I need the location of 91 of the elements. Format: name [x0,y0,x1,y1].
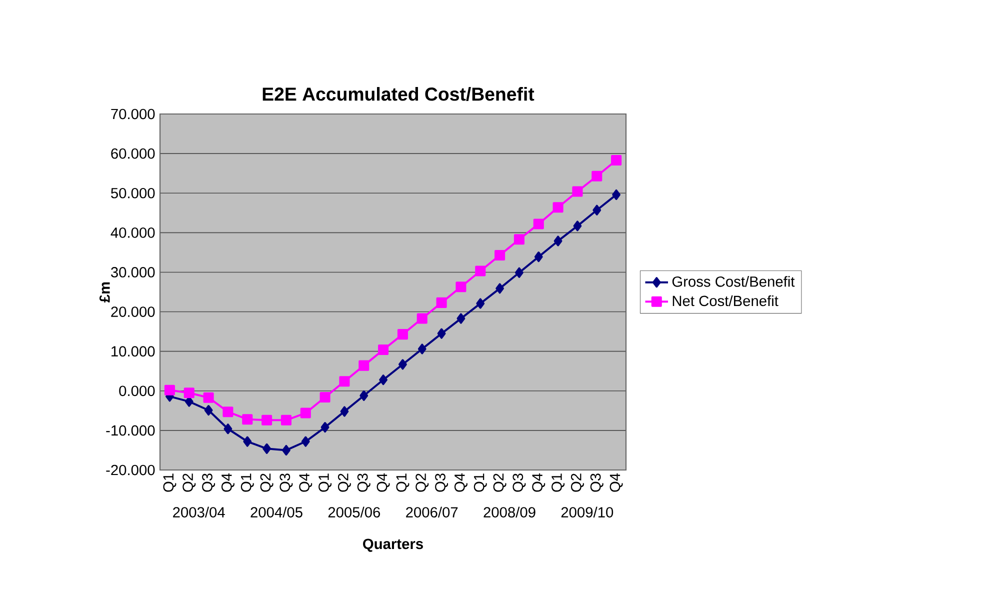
y-tick-label: 20.000 [111,306,155,317]
x-tick-label: Q1 [163,474,176,492]
point [358,360,370,371]
x-tick-label: Q2 [260,474,274,492]
point [456,282,466,292]
y-tick-label: -10.000 [106,425,155,436]
point [262,443,271,454]
text: 2006/07 [406,506,458,518]
y-tick-label: 60.000 [111,148,155,159]
point [378,344,389,356]
point [476,298,485,309]
point [203,392,214,403]
point [242,414,253,425]
point [496,283,504,294]
point [592,170,602,182]
point [592,204,602,216]
x-tick-label: Q4 [532,473,546,492]
x-tick-label: Q1 [552,474,565,492]
x-tick-label: Q4 [454,473,468,492]
point [533,218,544,230]
x-tick-label: Q1 [240,474,254,492]
x-tick-label: Q3 [202,474,216,492]
point [280,414,292,426]
x-tick-label: Q4 [299,473,312,492]
point [456,313,466,324]
x-tick-label: Q4 [610,473,623,492]
x-tick-label: Q3 [512,474,526,492]
point [224,424,232,434]
point [301,436,310,447]
point [534,252,543,262]
point [572,186,583,197]
text: 2008/09 [484,506,536,518]
y-tick-label: 30.000 [110,267,155,278]
point [612,189,620,200]
x-tick-label: Q3 [435,474,448,492]
point [554,236,562,246]
text: 2004/05 [250,506,302,518]
point [243,436,252,447]
point [222,406,234,418]
x-tick-label: Q2 [338,474,351,492]
legend-label: Net Cost/Benefit [672,295,778,306]
point [437,328,446,339]
x-axis-title: Quarters [363,538,423,552]
point [262,414,272,426]
point [360,390,368,401]
chart-title: E2E Accumulated Cost/Benefit [262,87,534,101]
point [204,405,213,416]
text: 2005/06 [328,506,380,518]
x-tick-label: Q2 [493,474,506,492]
point [300,408,311,418]
text: 2009/10 [561,506,614,518]
point [573,220,582,232]
y-tick-label: 0.000 [119,386,155,396]
point [611,155,622,166]
y-tick-label: 70.000 [111,108,155,120]
point [340,406,349,417]
y-tick-label: -20.000 [106,464,155,476]
x-tick-label: Q4 [221,473,234,492]
x-tick-label: Q3 [280,474,293,492]
y-tick-label: 50.000 [111,188,155,198]
point [552,202,564,213]
y-axis-title: £m [100,282,110,302]
x-tick-label: Q2 [570,474,584,492]
point [475,266,486,276]
point [397,329,408,340]
point [379,374,388,386]
point [494,250,506,260]
point [416,313,428,324]
point [282,444,290,456]
x-tick-label: Q1 [396,474,410,492]
x-tick-label: Q2 [182,474,196,492]
point [515,267,524,278]
point [514,234,524,245]
point [436,297,447,308]
x-tick-label: Q3 [357,474,370,492]
x-tick-label: Q3 [590,474,604,492]
point [320,422,330,433]
x-tick-label: Q1 [318,474,332,492]
point [164,384,175,396]
point [339,376,350,387]
text: 2003/04 [173,506,225,518]
point [418,344,426,354]
y-tick-label: 10.000 [112,346,155,357]
y-tick-label: 40.000 [110,227,155,238]
x-tick-label: Q1 [474,474,487,492]
x-tick-label: Q4 [376,473,390,492]
point [398,359,407,370]
point [320,392,330,402]
x-tick-label: Q2 [416,474,429,492]
legend-label: Gross Cost/Benefit [672,276,795,287]
point [184,388,194,398]
